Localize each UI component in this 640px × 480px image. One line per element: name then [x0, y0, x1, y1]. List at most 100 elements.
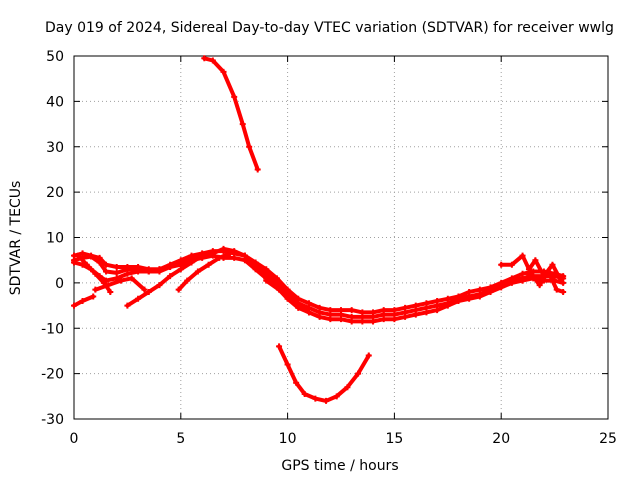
x-tick-label: 20	[492, 431, 510, 447]
data-point	[100, 279, 107, 286]
data-point	[476, 286, 483, 293]
data-point	[327, 307, 334, 314]
data-point	[380, 316, 387, 323]
data-point	[305, 300, 312, 307]
data-point	[103, 268, 110, 275]
y-tick-label: 0	[55, 276, 64, 292]
data-point	[423, 309, 430, 316]
data-point	[519, 270, 526, 277]
y-tick-label: -20	[41, 367, 64, 383]
data-point	[239, 121, 246, 128]
data-point	[241, 252, 248, 259]
data-point	[205, 261, 212, 268]
data-series	[71, 55, 567, 404]
data-point	[519, 252, 526, 259]
data-point	[124, 270, 131, 277]
data-point	[188, 259, 195, 266]
x-tick-label: 5	[176, 431, 185, 447]
data-point	[184, 277, 191, 284]
data-point	[370, 318, 377, 325]
y-tick-label: 50	[46, 49, 64, 65]
data-point	[423, 300, 430, 307]
data-point	[316, 313, 323, 320]
data-point	[177, 266, 184, 273]
data-point	[487, 284, 494, 291]
data-point	[246, 143, 253, 150]
data-point	[549, 261, 556, 268]
data-point	[536, 282, 543, 289]
data-point	[145, 288, 152, 295]
data-point	[508, 261, 515, 268]
data-point	[348, 318, 355, 325]
data-point	[71, 302, 77, 309]
data-point	[412, 302, 419, 309]
data-point	[299, 304, 306, 311]
data-point	[117, 277, 124, 284]
y-tick-label: -30	[41, 412, 64, 428]
data-point	[92, 270, 99, 277]
x-tick-label: 10	[279, 431, 297, 447]
y-tick-label: 20	[46, 185, 64, 201]
data-point	[476, 293, 483, 300]
data-point	[75, 252, 82, 259]
data-point	[220, 68, 227, 75]
data-point	[156, 282, 163, 289]
data-point	[380, 307, 387, 314]
data-point	[194, 268, 201, 275]
data-point	[231, 93, 238, 100]
data-point	[560, 288, 567, 295]
data-point	[455, 293, 462, 300]
data-point	[113, 263, 120, 270]
data-point	[273, 275, 280, 282]
data-point	[301, 391, 308, 398]
data-point	[466, 288, 473, 295]
data-point	[79, 298, 86, 305]
data-point	[124, 263, 131, 270]
data-point	[333, 393, 340, 400]
data-point	[434, 307, 441, 314]
data-point	[412, 311, 419, 318]
data-point	[209, 248, 216, 255]
data-point	[323, 397, 330, 404]
data-point	[141, 286, 148, 293]
data-point	[532, 257, 539, 264]
data-point	[288, 295, 295, 302]
data-point	[220, 248, 227, 255]
data-point	[177, 257, 184, 264]
data-point	[135, 295, 142, 302]
x-tick-label: 25	[599, 431, 617, 447]
data-point	[466, 295, 473, 302]
series-rising-mid-left-1	[125, 253, 205, 308]
data-point	[254, 166, 261, 173]
data-point	[359, 309, 366, 316]
data-point	[525, 266, 532, 273]
data-point	[252, 259, 259, 266]
data-point	[305, 309, 312, 316]
data-point	[201, 55, 208, 62]
data-point	[167, 261, 174, 268]
data-point	[402, 313, 409, 320]
data-point	[508, 275, 515, 282]
data-point	[498, 279, 505, 286]
y-tick-label: 10	[46, 231, 64, 247]
y-axis-label: SDTVAR / TECUs	[8, 181, 24, 296]
data-point	[135, 263, 142, 270]
data-point	[284, 286, 291, 293]
data-point	[355, 370, 362, 377]
data-point	[391, 316, 398, 323]
data-point	[338, 307, 344, 314]
data-point	[128, 275, 135, 282]
data-point	[365, 352, 372, 359]
data-point	[156, 266, 163, 273]
data-point	[348, 307, 355, 314]
data-point	[175, 286, 182, 293]
data-point	[199, 252, 206, 259]
data-point	[226, 250, 233, 257]
data-point	[370, 309, 377, 316]
y-tick-label: -10	[41, 321, 64, 337]
data-point	[434, 298, 441, 305]
data-point	[107, 288, 114, 295]
data-point	[167, 273, 174, 280]
